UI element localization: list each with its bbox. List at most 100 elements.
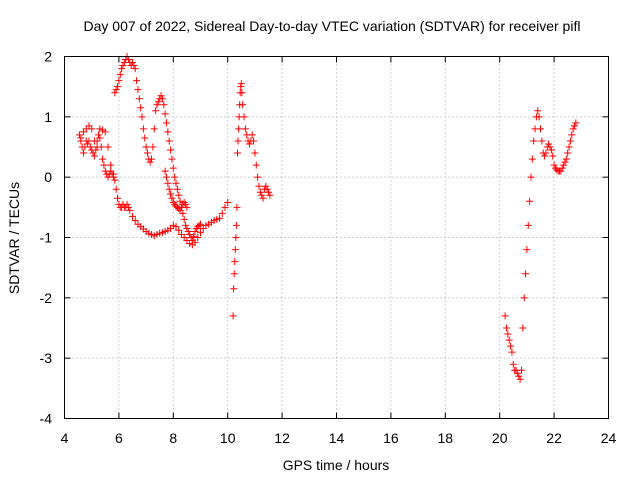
data-point — [86, 143, 94, 151]
data-point — [515, 372, 523, 380]
data-point — [522, 270, 530, 278]
data-point — [263, 185, 271, 193]
data-point — [248, 131, 256, 139]
data-point — [251, 149, 259, 157]
data-point — [109, 170, 117, 178]
data-point — [133, 77, 141, 85]
data-point — [111, 176, 119, 184]
data-point — [509, 360, 517, 368]
data-point — [129, 59, 136, 67]
data-point — [572, 119, 580, 127]
data-point — [165, 185, 173, 193]
data-point — [142, 143, 150, 151]
data-point — [160, 101, 168, 109]
data-point — [92, 146, 100, 154]
y-tick-label: -3 — [40, 350, 53, 366]
data-point — [146, 158, 154, 166]
data-point — [116, 71, 124, 79]
data-point — [503, 324, 510, 332]
data-point — [527, 173, 535, 181]
data-point — [180, 215, 188, 223]
data-point — [163, 173, 170, 181]
data-point — [534, 107, 542, 115]
data-point — [118, 65, 126, 73]
data-point — [182, 221, 190, 229]
y-tick-labels: -4 -3 -2 -1 0 1 2 — [40, 49, 53, 427]
data-point — [221, 203, 229, 211]
data-point — [88, 125, 96, 133]
data-point — [143, 149, 151, 157]
data-point — [524, 221, 532, 229]
data-point — [516, 375, 524, 383]
data-point — [265, 188, 272, 196]
data-point — [232, 234, 240, 241]
data-point — [130, 62, 138, 70]
data-point — [517, 366, 525, 374]
data-point — [138, 113, 146, 121]
data-point — [528, 155, 536, 163]
data-point — [104, 143, 112, 151]
data-point — [149, 143, 157, 151]
data-point — [139, 125, 147, 133]
x-tick-label: 22 — [546, 430, 562, 446]
x-tick-label: 24 — [601, 430, 617, 446]
data-point — [237, 83, 245, 91]
data-point — [523, 246, 531, 254]
data-point — [119, 62, 127, 70]
data-point — [266, 191, 274, 199]
data-point — [520, 294, 528, 302]
data-point — [241, 125, 249, 133]
data-point — [90, 137, 98, 145]
x-tick-label: 20 — [492, 430, 508, 446]
data-point — [542, 149, 550, 157]
axis-ticks — [64, 56, 609, 419]
data-point — [569, 125, 577, 133]
data-point — [233, 203, 241, 211]
data-point — [157, 92, 165, 100]
x-tick-label: 8 — [169, 430, 177, 446]
data-point — [114, 194, 122, 202]
data-point — [172, 223, 180, 231]
data-point — [231, 246, 239, 254]
data-point — [538, 137, 546, 145]
data-point — [535, 113, 543, 121]
data-point — [134, 86, 142, 94]
data-point — [148, 155, 156, 163]
data-point — [129, 212, 136, 220]
data-point — [77, 134, 85, 142]
data-point — [135, 95, 143, 103]
y-tick-label: 1 — [44, 109, 52, 125]
data-point — [93, 143, 101, 151]
data-point — [547, 146, 555, 154]
data-point — [560, 161, 568, 169]
data-point — [235, 125, 243, 133]
data-point — [237, 80, 245, 88]
data-point — [256, 188, 264, 196]
x-axis-label: GPS time / hours — [283, 457, 390, 473]
data-point — [262, 182, 270, 190]
data-point — [505, 336, 513, 344]
x-tick-label: 10 — [220, 430, 236, 446]
data-point — [111, 89, 119, 97]
data-point — [186, 230, 194, 238]
data-point — [571, 122, 578, 130]
data-point — [99, 155, 107, 163]
y-tick-label: 2 — [44, 49, 52, 65]
data-point — [183, 203, 191, 211]
data-point — [549, 152, 557, 160]
y-tick-label: -2 — [40, 290, 53, 306]
data-point — [216, 214, 224, 222]
data-point — [245, 140, 253, 148]
data-point — [168, 194, 176, 202]
data-point — [191, 227, 199, 235]
data-point — [124, 203, 132, 211]
data-point — [507, 342, 515, 350]
y-tick-label: -1 — [40, 230, 53, 246]
data-point — [197, 220, 204, 228]
data-point — [565, 143, 573, 151]
data-point — [158, 95, 166, 103]
series-segment-3 — [161, 167, 191, 214]
data-point — [175, 191, 183, 199]
data-point — [562, 155, 570, 163]
